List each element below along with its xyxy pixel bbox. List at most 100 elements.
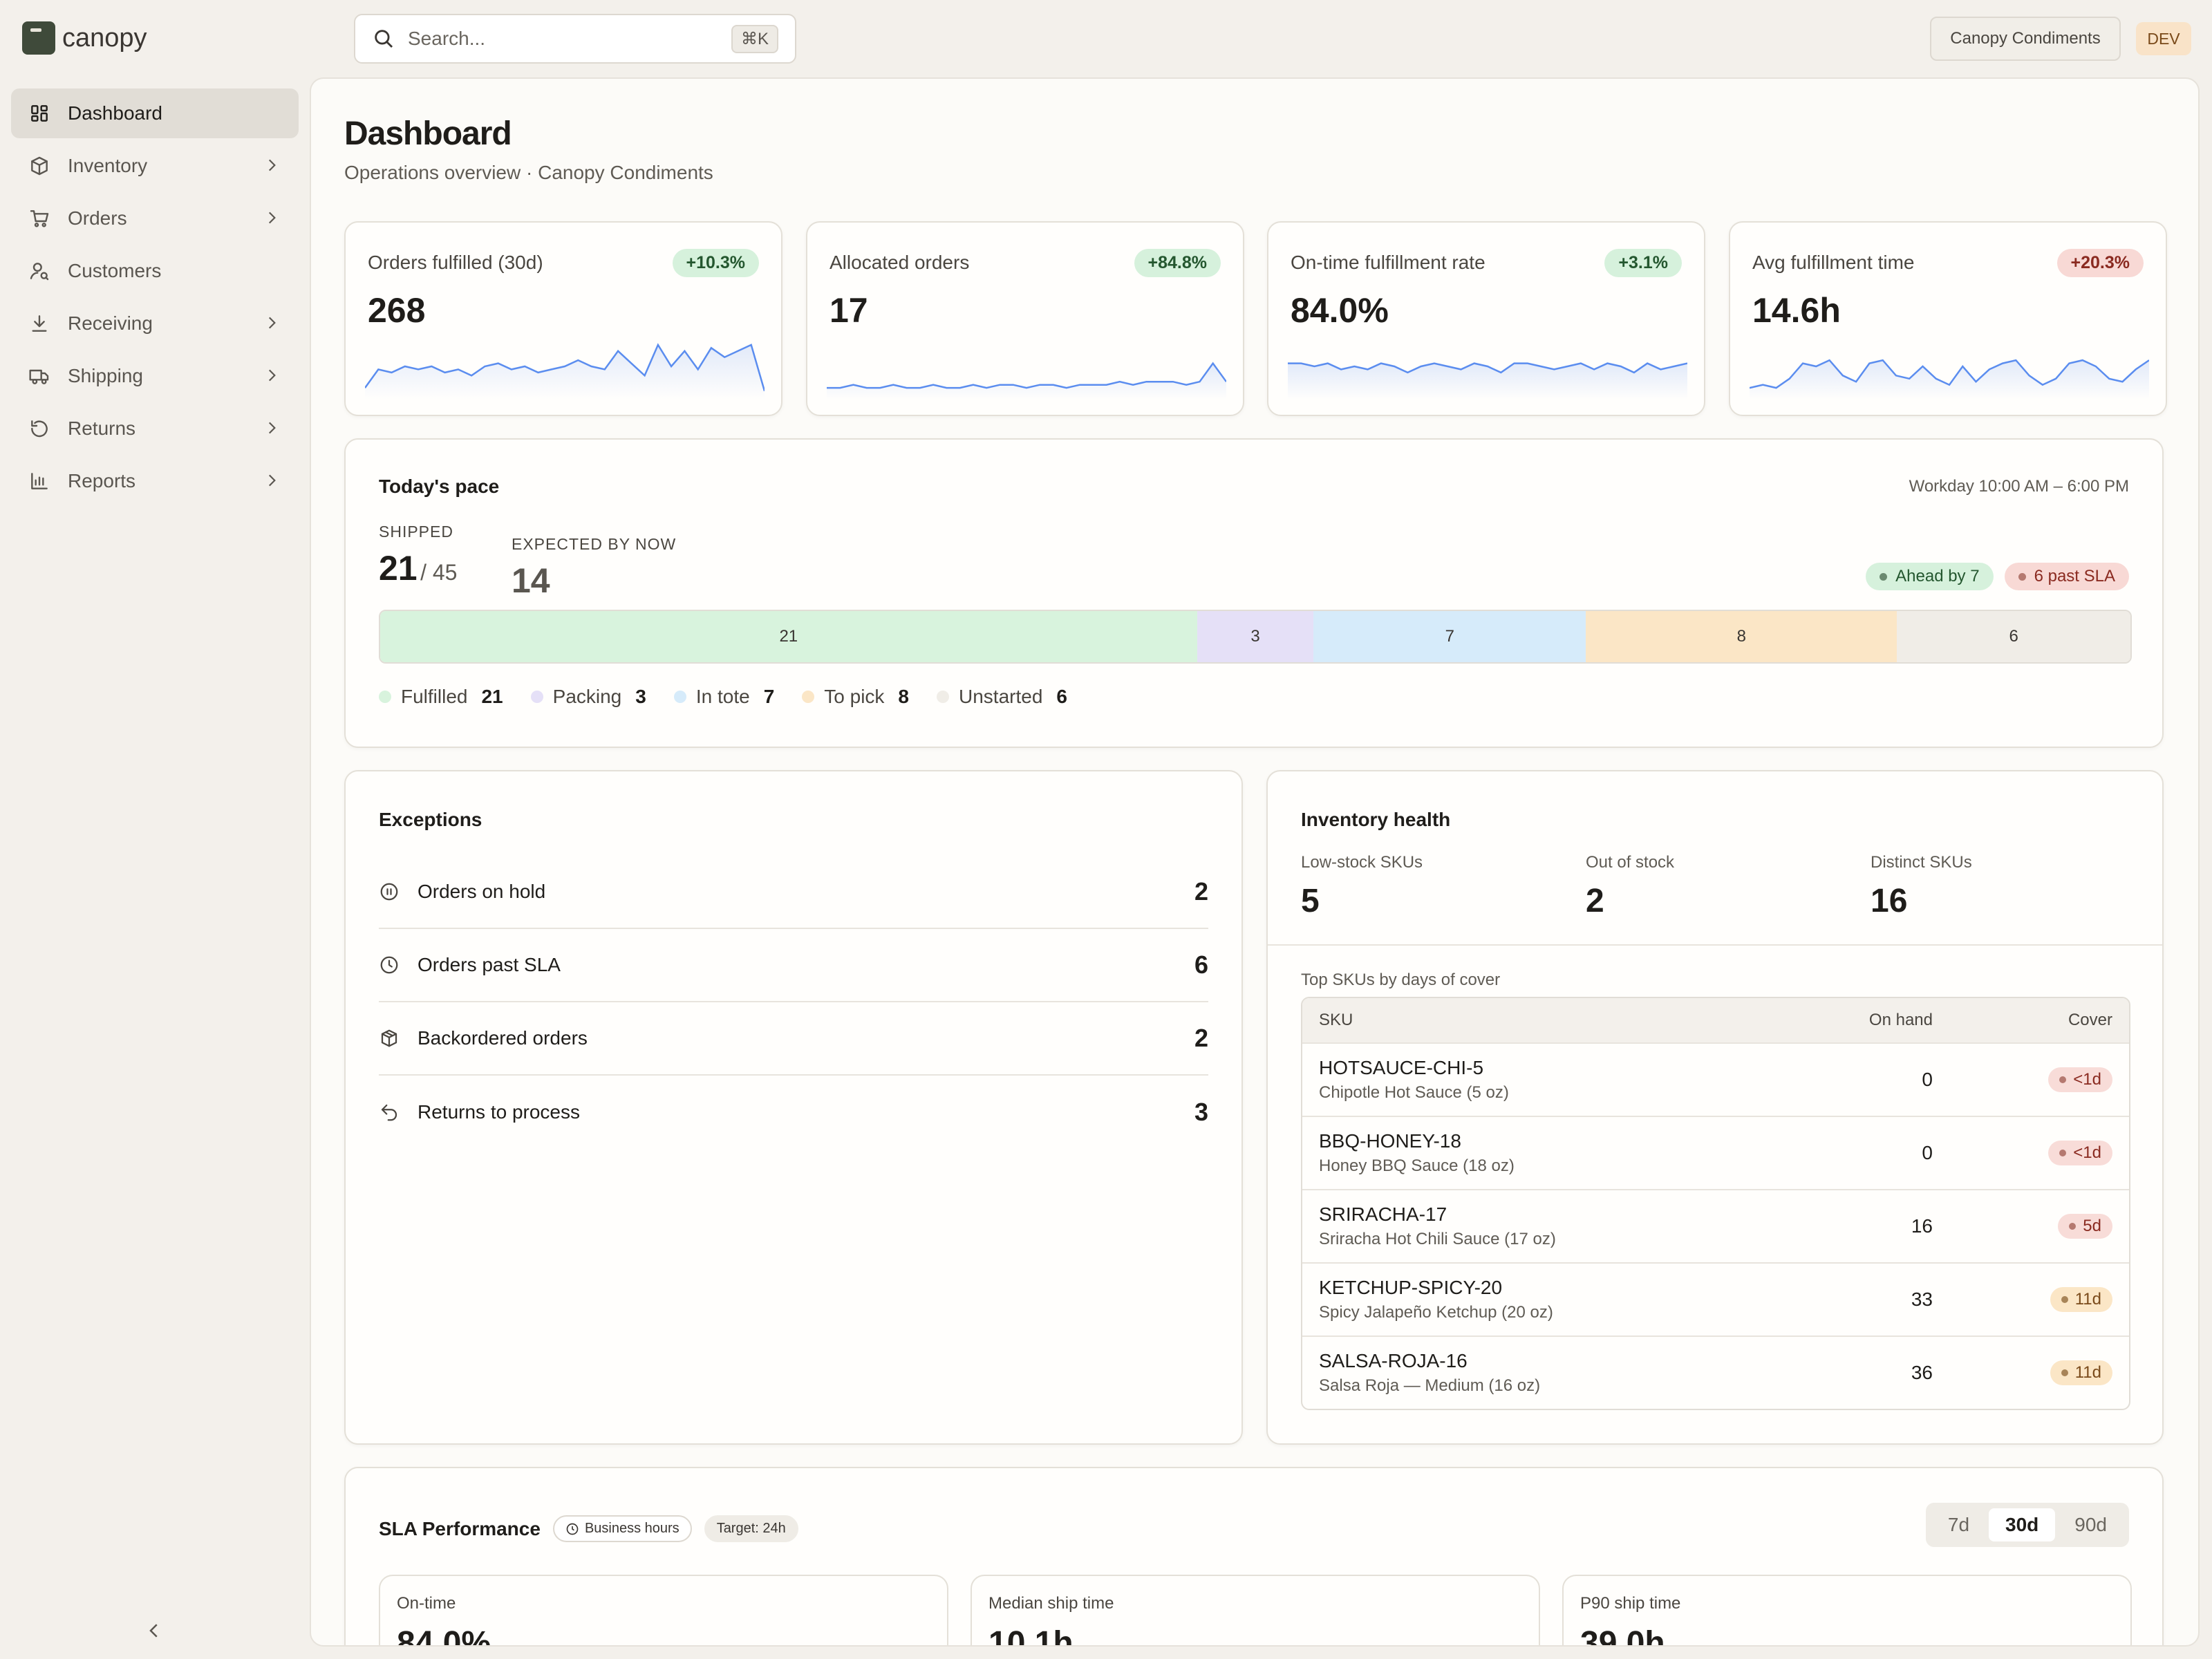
sku-description: Spicy Jalapeño Ketchup (20 oz): [1319, 1303, 1553, 1322]
cart-icon: [30, 210, 49, 227]
exception-row[interactable]: Backordered orders 2: [379, 1002, 1208, 1076]
sparkline-line: [1288, 362, 1687, 374]
sla-metric-value: 84.0%: [397, 1625, 491, 1647]
sidebar-item-receiving[interactable]: Receiving: [11, 299, 299, 348]
cover-value: 11d: [2074, 1290, 2101, 1309]
kpi-delta-badge: +10.3%: [672, 249, 759, 277]
clock-icon: [380, 956, 398, 974]
sku-table: SKU On hand Cover HOTSAUCE-CHI-5 Chipotle…: [1301, 997, 2130, 1410]
past-sla-text: 6 past SLA: [2034, 567, 2115, 585]
dashboard-icon: [31, 105, 48, 122]
col-on-hand[interactable]: On hand: [1868, 1011, 1933, 1029]
table-row[interactable]: KETCHUP-SPICY-20 Spicy Jalapeño Ketchup (…: [1302, 1262, 2129, 1335]
sla-header: SLA Performance Business hours Target: 2…: [379, 1515, 798, 1542]
table-header: SKU On hand Cover: [1302, 998, 2129, 1042]
app-name: canopy: [62, 23, 147, 53]
exception-row[interactable]: Orders on hold 2: [379, 856, 1208, 929]
sidebar-item-label: Inventory: [68, 155, 148, 176]
kpi-card[interactable]: Orders fulfilled (30d) 268 +10.3%: [344, 221, 782, 416]
org-switcher[interactable]: Canopy Condiments: [1930, 17, 2121, 61]
download-icon: [32, 315, 47, 332]
sla-metric-value: 10.1h: [988, 1625, 1074, 1647]
sla-metric-label: Median ship time: [988, 1594, 1114, 1613]
status-dot-icon: [2061, 1369, 2068, 1376]
pace-segment-fulfilled[interactable]: 21: [380, 611, 1197, 662]
exception-count: 2: [1194, 877, 1208, 906]
legend-item: To pick 8: [802, 686, 909, 708]
sla-title: SLA Performance: [379, 1517, 541, 1539]
kpi-label: Avg fulfillment time: [1752, 252, 1915, 273]
sidebar-item-label: Returns: [68, 418, 136, 439]
kpi-sparkline: [1288, 362, 1687, 400]
kpi-delta-badge: +20.3%: [2056, 249, 2144, 277]
nav-icon-wrap: [28, 364, 51, 388]
sidebar-item-returns[interactable]: Returns: [11, 404, 299, 453]
sku-on-hand: 0: [1922, 1142, 1933, 1163]
sparkline-area: [365, 344, 765, 400]
kpi-card[interactable]: Allocated orders 17 +84.8%: [806, 221, 1244, 416]
shipped-total: / 45: [420, 560, 458, 585]
cover-value: 5d: [2083, 1217, 2101, 1235]
legend-dot-icon: [530, 691, 543, 703]
collapse-sidebar-button[interactable]: [144, 1620, 165, 1644]
sidebar-item-inventory[interactable]: Inventory: [11, 141, 299, 191]
col-sku[interactable]: SKU: [1319, 1011, 1353, 1029]
sidebar-item-dashboard[interactable]: Dashboard: [11, 88, 299, 138]
kpi-card[interactable]: On-time fulfillment rate 84.0% +3.1%: [1267, 221, 1705, 416]
exception-row[interactable]: Returns to process 3: [379, 1076, 1208, 1149]
table-row[interactable]: HOTSAUCE-CHI-5 Chipotle Hot Sauce (5 oz) 0…: [1302, 1042, 2129, 1116]
stat-label: Low-stock SKUs: [1301, 853, 1423, 872]
sku-code: SALSA-ROJA-16: [1319, 1350, 1468, 1371]
nav-icon-wrap: [28, 207, 51, 230]
sidebar-item-shipping[interactable]: Shipping: [11, 351, 299, 401]
divider: [1268, 944, 2162, 946]
todays-pace-card: Today's pace Workday 10:00 AM – 6:00 PM …: [344, 438, 2164, 748]
sparkline-area: [1288, 363, 1687, 400]
range-option-7d[interactable]: 7d: [1947, 1514, 1970, 1535]
nav-icon-wrap: [28, 469, 51, 493]
stat-label: Distinct SKUs: [1871, 853, 1972, 872]
kpi-value: 84.0%: [1291, 291, 1389, 330]
kpi-card[interactable]: Avg fulfillment time 14.6h +20.3%: [1729, 221, 2167, 416]
table-row[interactable]: SRIRACHA-17 Sriracha Hot Chili Sauce (17 …: [1302, 1189, 2129, 1262]
user-icon: [30, 263, 49, 281]
nav-icon-wrap: [28, 312, 51, 335]
exception-row[interactable]: Orders past SLA 6: [379, 929, 1208, 1002]
inventory-stat: Low-stock SKUs 5: [1301, 853, 1423, 920]
sidebar-item-label: Reports: [68, 470, 136, 491]
sla-metric-label: On-time: [397, 1594, 456, 1613]
table-row[interactable]: SALSA-ROJA-16 Salsa Roja — Medium (16 oz)…: [1302, 1335, 2129, 1409]
sku-description: Salsa Roja — Medium (16 oz): [1319, 1376, 1541, 1395]
inventory-stat: Distinct SKUs 16: [1871, 853, 1972, 920]
sku-on-hand: 33: [1911, 1288, 1933, 1310]
legend-label: Packing: [552, 686, 622, 707]
app-logo[interactable]: canopy: [22, 21, 147, 55]
pace-segment-in-tote[interactable]: 7: [1313, 611, 1586, 662]
legend-dot-icon: [379, 691, 391, 703]
pace-segment-unstarted[interactable]: 6: [1897, 611, 2130, 662]
cover-value: <1d: [2073, 1070, 2101, 1089]
sparkline-line: [365, 343, 765, 391]
kpi-value: 268: [368, 291, 426, 330]
kpi-delta-badge: +84.8%: [1134, 249, 1221, 277]
stat-value: 16: [1871, 883, 1908, 919]
range-option-90d[interactable]: 90d: [2074, 1514, 2107, 1535]
exception-count: 3: [1194, 1098, 1208, 1126]
nav-icon-wrap: [28, 102, 51, 125]
sidebar-item-customers[interactable]: Customers: [11, 246, 299, 296]
sidebar-item-reports[interactable]: Reports: [11, 456, 299, 506]
col-cover[interactable]: Cover: [2068, 1011, 2112, 1029]
legend-value: 3: [635, 686, 646, 707]
search-input[interactable]: Search... ⌘K: [354, 14, 796, 64]
expected-label: EXPECTED BY NOW: [512, 535, 677, 553]
table-row[interactable]: BBQ-HONEY-18 Honey BBQ Sauce (18 oz) 0 <1d: [1302, 1116, 2129, 1189]
business-hours-tag[interactable]: Business hours: [552, 1515, 692, 1542]
sla-metric-label: P90 ship time: [1580, 1594, 1681, 1613]
sidebar-item-orders[interactable]: Orders: [11, 194, 299, 243]
business-hours-text: Business hours: [584, 1521, 679, 1536]
pace-segment-to-pick[interactable]: 8: [1586, 611, 1897, 662]
range-option-30d[interactable]: 30d: [1989, 1508, 2056, 1541]
box-icon: [31, 156, 48, 176]
exception-label: Orders past SLA: [418, 954, 561, 975]
pace-segment-packing[interactable]: 3: [1197, 611, 1314, 662]
